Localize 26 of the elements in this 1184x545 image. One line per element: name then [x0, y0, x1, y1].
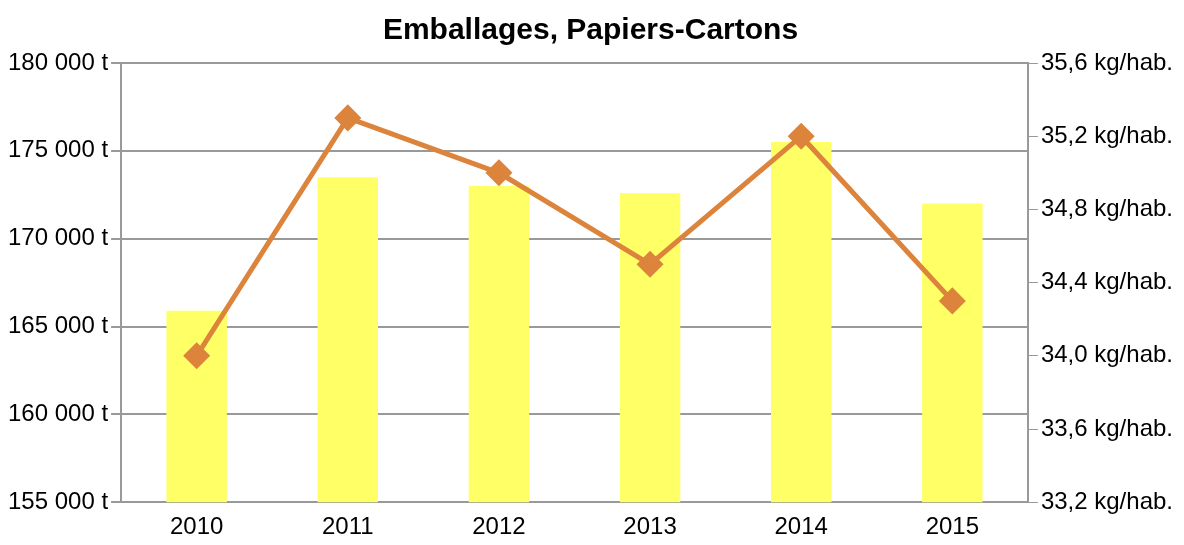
y2-tick-label: 33,2 kg/hab. [1040, 486, 1173, 514]
y2-tick-label: 35,2 kg/hab. [1040, 120, 1173, 148]
x-tick-label: 2013 [623, 512, 677, 540]
y-tick-label: 175 000 t [8, 135, 109, 163]
y2-tick-label: 34,8 kg/hab. [1040, 194, 1173, 222]
y-tick-label: 170 000 t [8, 223, 109, 251]
y-tick-label: 155 000 t [8, 486, 109, 514]
point [788, 123, 814, 149]
y2-tick-label: 33,6 kg/hab. [1040, 413, 1173, 441]
y-tick-label: 165 000 t [8, 311, 109, 339]
point [939, 288, 965, 314]
point [637, 251, 663, 277]
y2-tick-label: 34,0 kg/hab. [1040, 340, 1173, 368]
point [486, 160, 512, 186]
x-tick-label: 2010 [169, 512, 224, 540]
x-tick-label: 2012 [472, 512, 526, 540]
chart-title: Emballages, Papiers-Cartons [382, 12, 799, 46]
point [335, 105, 361, 131]
y2-tick-label: 35,6 kg/hab. [1040, 47, 1173, 75]
y-tick-label: 160 000 t [8, 398, 109, 426]
y2-tick-label: 34,4 kg/hab. [1040, 267, 1173, 295]
point [184, 343, 210, 369]
x-tick-label: 2015 [925, 512, 980, 540]
x-tick-label: 2014 [774, 512, 828, 540]
x-tick-label: 2011 [321, 512, 374, 540]
y-tick-label: 180 000 t [8, 47, 109, 75]
